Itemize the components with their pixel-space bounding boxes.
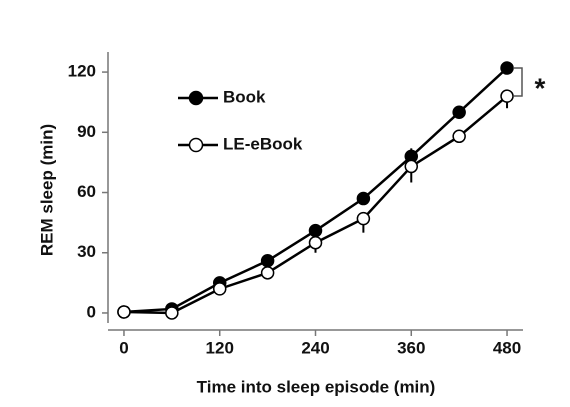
significance-annotation: * <box>535 72 546 103</box>
y-axis-label: REM sleep (min) <box>37 124 56 256</box>
data-point <box>404 159 419 174</box>
data-point <box>356 211 371 226</box>
data-point <box>356 191 371 206</box>
x-tick-label: 480 <box>493 338 521 357</box>
data-point <box>500 61 514 75</box>
y-tick-label: 90 <box>77 122 96 141</box>
y-tick-label: 120 <box>68 62 96 81</box>
data-point <box>452 129 466 144</box>
data-point <box>308 235 323 250</box>
x-tick-label: 0 <box>119 338 128 357</box>
significance-bracket <box>514 67 523 97</box>
legend-label: Book <box>223 87 266 106</box>
data-point <box>165 306 179 320</box>
data-point <box>452 105 466 119</box>
series-line <box>123 67 508 314</box>
legend-label: LE-eBook <box>223 134 303 153</box>
x-tick-label: 120 <box>206 338 234 357</box>
x-tick-label: 240 <box>301 338 329 357</box>
data-point <box>500 89 514 103</box>
y-tick-label: 60 <box>77 182 96 201</box>
data-point <box>260 254 275 268</box>
legend-marker <box>188 90 204 106</box>
series-line <box>123 95 508 315</box>
data-point <box>212 282 227 296</box>
x-tick-label: 360 <box>397 338 425 357</box>
y-tick-label: 0 <box>87 302 96 321</box>
data-point <box>260 266 275 280</box>
legend-marker <box>188 137 204 153</box>
data-point <box>308 223 323 238</box>
y-tick-label: 30 <box>77 242 96 261</box>
x-axis-label: Time into sleep episode (min) <box>197 377 436 396</box>
data-point <box>117 305 131 319</box>
